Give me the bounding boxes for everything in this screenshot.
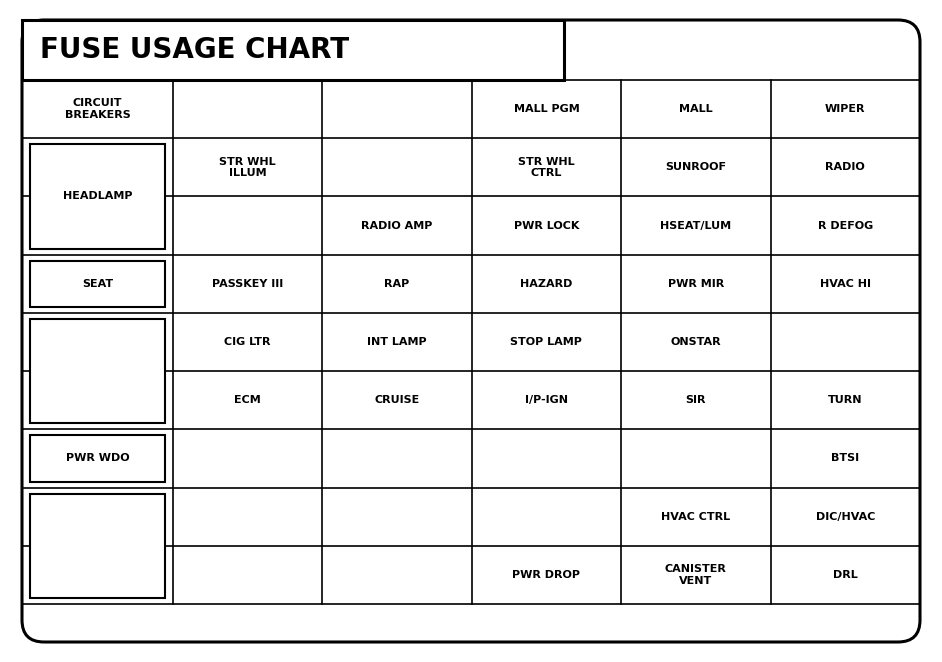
Text: INT LAMP: INT LAMP: [367, 337, 427, 347]
Text: STOP LAMP: STOP LAMP: [511, 337, 582, 347]
Text: PWR WDO: PWR WDO: [66, 453, 129, 463]
Text: PASSKEY III: PASSKEY III: [212, 279, 284, 289]
Text: FUSE USAGE CHART: FUSE USAGE CHART: [40, 36, 349, 64]
Text: I/P-IGN: I/P-IGN: [525, 395, 568, 405]
Text: R DEFOG: R DEFOG: [818, 220, 873, 230]
Text: BTSI: BTSI: [831, 453, 859, 463]
Text: RAP: RAP: [384, 279, 410, 289]
FancyBboxPatch shape: [22, 20, 920, 642]
Text: PWR LOCK: PWR LOCK: [513, 220, 579, 230]
Bar: [30, 494, 165, 598]
Text: SUNROOF: SUNROOF: [665, 162, 726, 172]
Bar: [30, 319, 165, 423]
Text: SEAT: SEAT: [82, 279, 113, 289]
Text: HAZARD: HAZARD: [520, 279, 573, 289]
Text: MALL: MALL: [679, 104, 713, 114]
Text: RADIO AMP: RADIO AMP: [362, 220, 432, 230]
Text: DIC/HVAC: DIC/HVAC: [816, 512, 875, 522]
Text: RADIO: RADIO: [825, 162, 865, 172]
Bar: [30, 144, 165, 249]
Text: CIG LTR: CIG LTR: [224, 337, 271, 347]
Text: CRUISE: CRUISE: [374, 395, 419, 405]
Text: HVAC CTRL: HVAC CTRL: [661, 512, 730, 522]
Text: CANISTER
VENT: CANISTER VENT: [665, 564, 727, 586]
Text: HVAC HI: HVAC HI: [820, 279, 870, 289]
Text: WIPER: WIPER: [825, 104, 866, 114]
Text: HSEAT/LUM: HSEAT/LUM: [660, 220, 731, 230]
Text: SIR: SIR: [686, 395, 706, 405]
Text: MALL PGM: MALL PGM: [513, 104, 579, 114]
Text: ONSTAR: ONSTAR: [671, 337, 722, 347]
Text: HEADLAMP: HEADLAMP: [63, 191, 132, 201]
Text: PWR DROP: PWR DROP: [512, 570, 580, 580]
Bar: [30, 436, 165, 481]
Text: TURN: TURN: [828, 395, 863, 405]
Text: STR WHL
ILLUM: STR WHL ILLUM: [219, 156, 276, 178]
Bar: [30, 261, 165, 307]
Text: ECM: ECM: [235, 395, 261, 405]
Text: CIRCUIT
BREAKERS: CIRCUIT BREAKERS: [65, 99, 130, 120]
Text: PWR MIR: PWR MIR: [668, 279, 724, 289]
Text: STR WHL
CTRL: STR WHL CTRL: [518, 156, 575, 178]
Bar: [22, 20, 564, 80]
Text: DRL: DRL: [833, 570, 857, 580]
